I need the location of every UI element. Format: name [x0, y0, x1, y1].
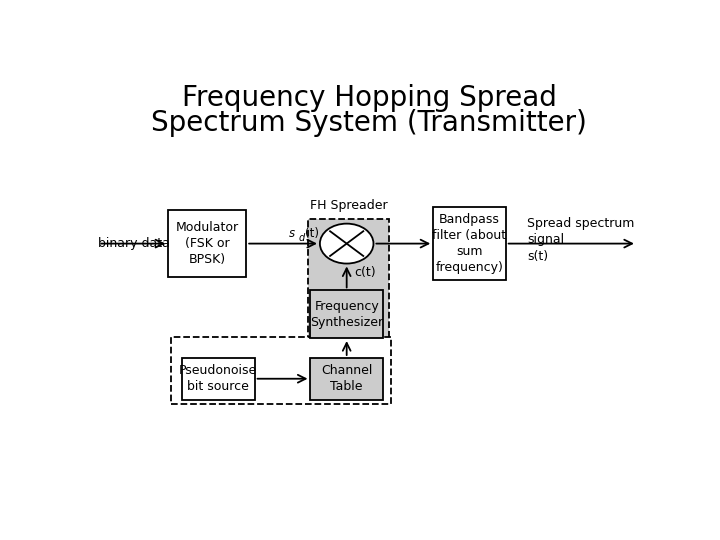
Text: Frequency
Synthesizer: Frequency Synthesizer	[310, 300, 383, 329]
Text: Modulator
(FSK or
BPSK): Modulator (FSK or BPSK)	[176, 221, 239, 266]
FancyBboxPatch shape	[168, 211, 246, 277]
Text: Frequency Hopping Spread: Frequency Hopping Spread	[181, 84, 557, 112]
FancyBboxPatch shape	[433, 207, 505, 280]
FancyBboxPatch shape	[310, 358, 383, 400]
Text: (t): (t)	[305, 227, 319, 240]
FancyBboxPatch shape	[310, 291, 383, 338]
Text: s: s	[289, 227, 295, 240]
Text: c(t): c(t)	[354, 266, 376, 279]
Text: Channel
Table: Channel Table	[321, 364, 372, 393]
FancyBboxPatch shape	[171, 337, 392, 404]
Text: s(t): s(t)	[527, 249, 548, 262]
Text: FH Spreader: FH Spreader	[310, 199, 387, 212]
Circle shape	[320, 224, 374, 264]
Text: Spectrum System (Transmitter): Spectrum System (Transmitter)	[151, 109, 587, 137]
Text: Spread spectrum
signal: Spread spectrum signal	[527, 217, 634, 246]
Text: Bandpass
filter (about
sum
frequency): Bandpass filter (about sum frequency)	[433, 213, 506, 274]
Text: d: d	[298, 233, 305, 243]
FancyBboxPatch shape	[307, 219, 389, 381]
Text: binary data: binary data	[99, 237, 170, 250]
Text: Pseudonoise
bit source: Pseudonoise bit source	[179, 364, 258, 393]
FancyBboxPatch shape	[182, 358, 255, 400]
